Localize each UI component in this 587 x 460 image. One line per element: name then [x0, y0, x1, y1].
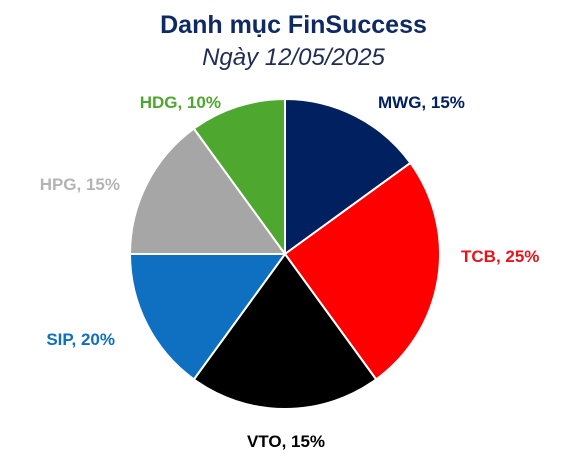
pie-slice-hdg [192, 98, 286, 255]
pie-slice-sip [129, 253, 286, 381]
slice-label-mwg: MWG, 15% [378, 93, 465, 112]
pie-slice-tcb [284, 161, 441, 381]
slice-label-hpg: HPG, 15% [40, 175, 120, 194]
pie-slice-mwg [284, 98, 412, 255]
chart-subtitle: Ngày 12/05/2025 [202, 44, 385, 71]
slice-label-vto: VTO, 15% [247, 432, 325, 451]
chart-title: Danh mục FinSuccess [160, 11, 427, 39]
slice-label-hdg: HDG, 10% [140, 93, 221, 112]
pie-slice-hpg [129, 127, 286, 255]
slice-label-tcb: TCB, 25% [461, 247, 539, 266]
slice-label-sip: SIP, 20% [46, 330, 115, 349]
pie-slice-vto [192, 253, 378, 410]
